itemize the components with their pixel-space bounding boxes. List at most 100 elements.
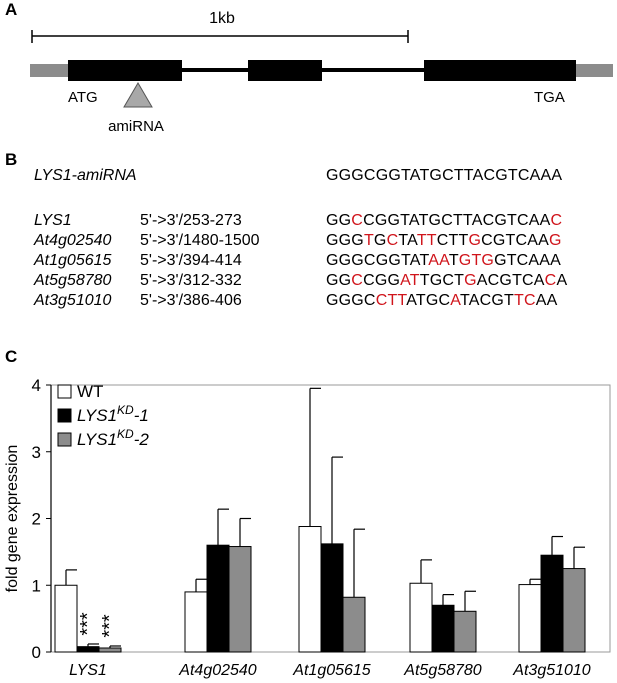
match-base: GGGC [326, 292, 376, 309]
target-position-range: 5'->3'/312-332 [140, 272, 242, 289]
exon-3 [424, 60, 576, 81]
target-sequence: GGGCGGTATAATGTGGTCAAA [326, 252, 561, 270]
target-sequence: GGCCGGATTGCTGACGTCACA [326, 272, 567, 290]
expression-bar-chart: 0 1 2 3 4 fold gene expression LYS1 At4g02540 At… [4, 376, 611, 679]
mismatch-base: C [550, 212, 563, 229]
legend-superscript: KD [117, 403, 134, 417]
target-position-range: 5'->3'/253-273 [140, 212, 242, 229]
mismatch-base: AT [400, 272, 420, 289]
match-base: CGG [363, 272, 401, 289]
significance-stars: *** [99, 614, 121, 638]
mismatch-base: G [464, 272, 477, 289]
match-base: T [448, 252, 459, 269]
match-base: A [556, 272, 568, 289]
match-base: ATGC [406, 292, 451, 309]
y-tick-label: 4 [32, 376, 41, 395]
target-sequence: GGGTGCTATTCTTGCGTCAAG [326, 232, 562, 250]
mismatch-base: C [351, 212, 364, 229]
mismatch-base: T [363, 232, 374, 249]
legend-swatch [57, 408, 72, 423]
target-position-range: 5'->3'/394-414 [140, 252, 242, 269]
match-base: GGG [326, 232, 364, 249]
legend-swatch [57, 384, 72, 399]
legend-label: LYS1KD-2 [77, 427, 149, 449]
panel-c-label: C [5, 347, 18, 366]
mismatch-base: C [351, 272, 364, 289]
bar-lys1-1 [540, 554, 564, 653]
target-gene-name: At5g58780 [34, 272, 112, 289]
bar-wt [184, 591, 208, 653]
y-axis-label: fold gene expression [4, 445, 21, 593]
exon-1 [68, 60, 182, 81]
mismatch-base: C [544, 272, 557, 289]
match-base: TA [398, 232, 417, 249]
match-base: GG [326, 212, 352, 229]
bar-lys1-1 [431, 604, 455, 653]
category-label: At4g02540 [178, 662, 257, 679]
legend-superscript: KD [117, 427, 134, 441]
target-gene-name: At1g05615 [34, 252, 112, 269]
atg-label: ATG [68, 89, 98, 106]
legend-label: WT [77, 382, 103, 401]
amirna-label: amiRNA [108, 118, 164, 135]
target-sequence: GGCCGGTATGCTTACGTCAAC [326, 212, 562, 230]
match-base: TGCT [419, 272, 465, 289]
mismatch-base: GTG [458, 252, 495, 269]
match-base: ACGTCA [476, 272, 545, 289]
target-sequence: GGGCCTTATGCATACGTTCAA [326, 292, 557, 310]
match-base: CGTCAA [481, 232, 550, 249]
match-base: GG [326, 272, 352, 289]
match-base: CGGTATGCTTACGTCAA [363, 212, 551, 229]
mismatch-base: TT [416, 232, 437, 249]
mismatch-base: AA [428, 252, 449, 269]
panel-b-label: B [5, 150, 18, 169]
bar-wt [409, 582, 433, 653]
gene-structure-diagram: 1kb ATG TGA amiRNA [30, 10, 613, 135]
category-label: At3g51010 [512, 662, 591, 679]
bar-lys1-1 [320, 543, 344, 653]
match-base: GGGCGGTAT [326, 252, 429, 269]
match-base: GTCAAA [494, 252, 562, 269]
legend-swatch [57, 432, 72, 447]
mismatch-base: G [549, 232, 562, 249]
y-tick-label: 3 [32, 443, 41, 462]
tga-label: TGA [534, 89, 565, 106]
match-base: G [373, 232, 387, 249]
bar-wt [518, 584, 542, 653]
target-gene-name: At4g02540 [34, 232, 112, 249]
y-tick-label: 0 [32, 643, 41, 662]
bar-lys1-1 [76, 646, 100, 653]
mismatch-base: G [468, 232, 482, 249]
legend-label: LYS1KD-1 [77, 403, 149, 425]
bar-wt [298, 526, 322, 653]
mismatch-base: CTT [375, 292, 407, 309]
y-tick-label: 1 [32, 576, 41, 595]
utr-5prime [30, 64, 68, 77]
scale-label: 1kb [209, 10, 235, 27]
target-position-range: 5'->3'/386-406 [140, 292, 242, 309]
target-gene-name: At3g51010 [34, 292, 112, 309]
category-label: At5g58780 [403, 662, 482, 679]
amirna-target-icon [123, 82, 153, 108]
bar-lys1-2 [562, 568, 586, 653]
target-position-range: 5'->3'/1480-1500 [140, 232, 260, 249]
significance-stars: *** [77, 612, 99, 636]
bar-lys1-2 [228, 546, 252, 653]
bar-lys1-2 [453, 610, 477, 653]
amirna-sequence: GGGCGGTATGCTTACGTCAAA [326, 167, 563, 184]
mismatch-base: C [386, 232, 399, 249]
category-label: At1g05615 [292, 662, 371, 679]
utr-3prime [575, 64, 613, 77]
mismatch-base: A [450, 292, 460, 309]
bar-wt [54, 584, 78, 653]
bar-lys1-2 [98, 647, 122, 653]
bar-lys1-2 [342, 596, 366, 653]
mismatch-base: TC [514, 292, 536, 309]
target-gene-name: LYS1 [34, 212, 72, 229]
amirna-name: LYS1-amiRNA [34, 167, 137, 184]
exon-2 [248, 60, 322, 81]
panel-a-label: A [5, 0, 18, 19]
y-tick-label: 2 [32, 510, 41, 529]
match-base: TACGT [459, 292, 514, 309]
match-base: AA [535, 292, 558, 309]
